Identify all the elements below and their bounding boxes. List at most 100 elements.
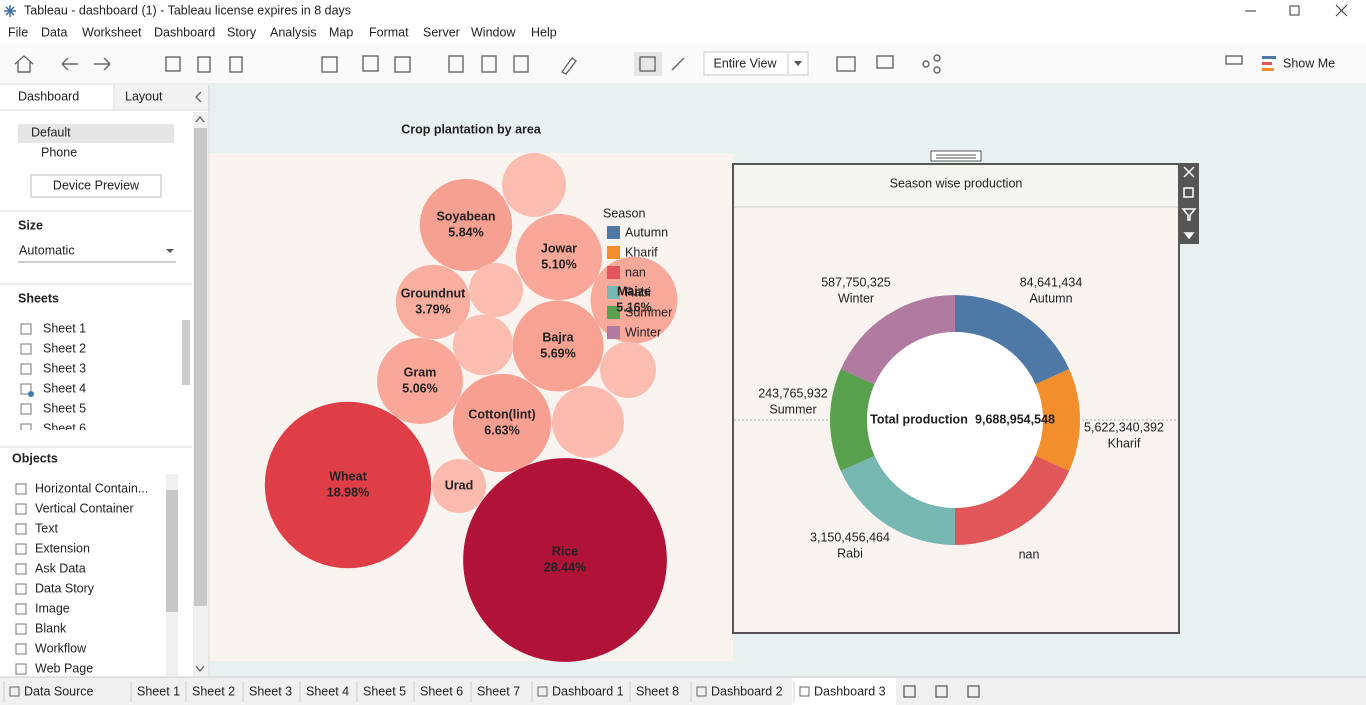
- show-me[interactable]: Show Me: [1283, 56, 1335, 70]
- sheet-tab[interactable]: Sheet 7: [477, 684, 520, 698]
- bubble[interactable]: [452, 373, 552, 473]
- bubble[interactable]: [512, 300, 604, 392]
- sheet-item[interactable]: Sheet 6: [43, 421, 86, 435]
- object-item[interactable]: Blank: [35, 621, 67, 635]
- sheet-tab[interactable]: Sheet 4: [306, 684, 349, 698]
- sheet-tab[interactable]: Sheet 1: [137, 684, 180, 698]
- menu-item[interactable]: File: [8, 25, 28, 39]
- pane-scrollbar[interactable]: [194, 128, 207, 606]
- close[interactable]: [1335, 4, 1348, 17]
- bubble[interactable]: [599, 341, 657, 399]
- sheet-item[interactable]: Sheet 3: [43, 361, 86, 375]
- bubble-label: Rice: [552, 544, 578, 558]
- sheet-tab[interactable]: Sheet 2: [192, 684, 235, 698]
- donut-slice[interactable]: [840, 455, 955, 545]
- pane-tab[interactable]: Dashboard: [18, 89, 79, 103]
- bubble[interactable]: [431, 458, 487, 514]
- slice-label: Autumn: [1029, 291, 1072, 305]
- sheet-tab[interactable]: Dashboard 2: [711, 684, 783, 698]
- object-icon: [15, 523, 27, 535]
- device-option[interactable]: Default: [31, 125, 71, 139]
- menu-item[interactable]: Worksheet: [82, 25, 142, 39]
- sheet-tab[interactable]: Data Source: [24, 684, 94, 698]
- legend-title: Season: [603, 206, 645, 220]
- fit-dropdown[interactable]: [703, 51, 809, 76]
- device-preview-button[interactable]: [30, 174, 162, 198]
- donut-slice[interactable]: [1035, 369, 1081, 471]
- size-select[interactable]: Automatic: [19, 243, 75, 257]
- sheet-item[interactable]: Sheet 2: [43, 341, 86, 355]
- object-item[interactable]: Data Story: [35, 581, 95, 595]
- slice-label: Kharif: [1108, 436, 1141, 450]
- sheets-scrollbar[interactable]: [182, 320, 190, 385]
- bubble[interactable]: [395, 264, 471, 340]
- move-handle[interactable]: [930, 150, 982, 162]
- menu-item[interactable]: Format: [369, 25, 409, 39]
- menu-item[interactable]: Analysis: [270, 25, 317, 39]
- objects-scrollbar[interactable]: [166, 490, 178, 612]
- bubble[interactable]: [419, 178, 513, 272]
- legend-label[interactable]: Kharif: [625, 245, 658, 259]
- object-item[interactable]: Text: [35, 521, 58, 535]
- bubble-label: Bajra: [542, 330, 574, 344]
- sheet-tab[interactable]: Sheet 5: [363, 684, 406, 698]
- sheet-tab[interactable]: Dashboard 3: [814, 684, 886, 698]
- sheet-item[interactable]: Sheet 4: [43, 381, 86, 395]
- legend-label[interactable]: Winter: [625, 325, 661, 339]
- menu-item[interactable]: Window: [471, 25, 516, 39]
- bubble[interactable]: [463, 458, 667, 662]
- donut-slice[interactable]: [840, 295, 955, 385]
- menu-item[interactable]: Server: [423, 25, 460, 39]
- device-preview[interactable]: Device Preview: [53, 178, 140, 192]
- donut-slice[interactable]: [830, 369, 875, 471]
- object-item[interactable]: Workflow: [35, 641, 87, 655]
- sheet-item[interactable]: Sheet 5: [43, 401, 86, 415]
- object-item[interactable]: Extension: [35, 541, 90, 555]
- sheet-tab[interactable]: Sheet 6: [420, 684, 463, 698]
- menu-item[interactable]: Map: [329, 25, 353, 39]
- layout-tab-bg: [114, 85, 210, 110]
- sheet-tab[interactable]: Dashboard 1: [552, 684, 624, 698]
- bubble-label: Maize: [617, 284, 651, 298]
- sheet-toolbar[interactable]: [1180, 163, 1199, 244]
- menu-item[interactable]: Dashboard: [154, 25, 215, 39]
- object-item[interactable]: Web Page: [35, 661, 93, 675]
- sheet-item[interactable]: Sheet 1: [43, 321, 86, 335]
- bubble[interactable]: [468, 262, 524, 318]
- slice-value: 243,765,932: [758, 386, 828, 400]
- legend-label[interactable]: Autumn: [625, 225, 668, 239]
- menu-item[interactable]: Story: [227, 25, 257, 39]
- object-item[interactable]: Image: [35, 601, 70, 615]
- bubble-label: Cotton(lint): [468, 407, 535, 421]
- sheet-tab[interactable]: Sheet 8: [636, 684, 679, 698]
- bubble-value: 5.16%: [616, 300, 651, 314]
- center-label: Total production: [870, 412, 968, 426]
- object-item[interactable]: Vertical Container: [35, 501, 134, 515]
- donut-slice[interactable]: [955, 295, 1070, 385]
- slice-value: 84,641,434: [1020, 275, 1083, 289]
- menu-item[interactable]: Data: [41, 25, 67, 39]
- bubble[interactable]: [377, 338, 463, 424]
- donut-slice[interactable]: [955, 455, 1070, 545]
- bubble[interactable]: [264, 401, 432, 569]
- legend-label[interactable]: Summer: [625, 305, 672, 319]
- device-option[interactable]: Phone: [41, 145, 77, 159]
- sheet-icon: [20, 363, 32, 375]
- pane-tab[interactable]: Layout: [125, 89, 163, 103]
- bubble[interactable]: [452, 314, 514, 376]
- legend-label[interactable]: nan: [625, 265, 646, 279]
- toolbar-icons[interactable]: [14, 52, 1276, 76]
- menu-item[interactable]: Help: [531, 25, 557, 39]
- object-item[interactable]: Ask Data: [35, 561, 86, 575]
- bubble[interactable]: [502, 153, 566, 217]
- sheet-icon: [20, 323, 32, 335]
- fit-label[interactable]: Entire View: [714, 56, 778, 70]
- bubble[interactable]: [515, 213, 603, 301]
- chart-title: Season wise production: [890, 176, 1023, 190]
- restore[interactable]: [1289, 5, 1300, 16]
- object-item[interactable]: Horizontal Contain...: [35, 481, 148, 495]
- sheet-tab[interactable]: Sheet 3: [249, 684, 292, 698]
- legend-swatch: [607, 246, 620, 259]
- legend-label[interactable]: Rabi: [625, 285, 651, 299]
- bubble[interactable]: [552, 386, 624, 458]
